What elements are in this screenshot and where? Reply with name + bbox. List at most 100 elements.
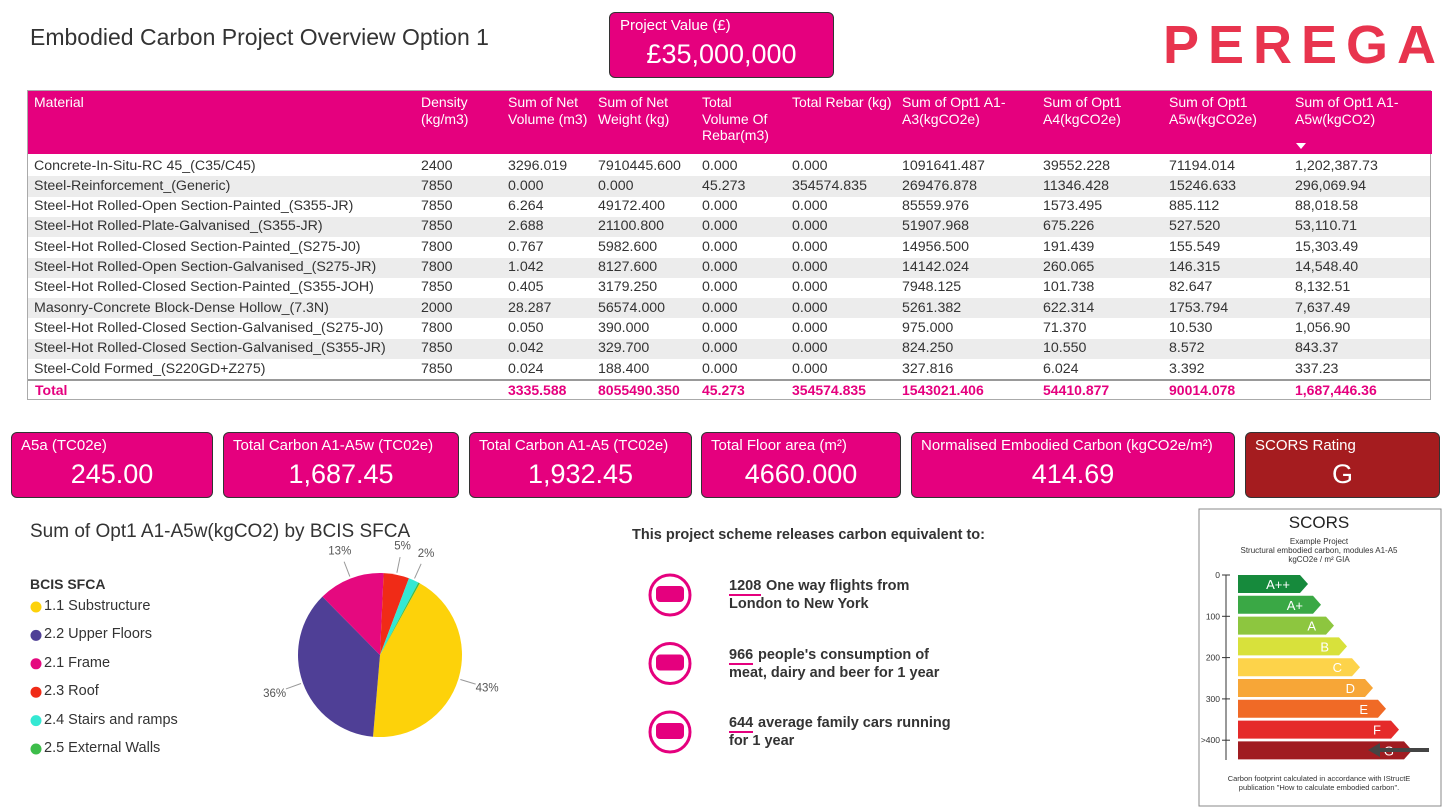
table-cell: 0.000 bbox=[702, 218, 738, 235]
rating-arrow bbox=[1368, 743, 1429, 757]
scors-subtitle: kgCO2e / m² GIA bbox=[1288, 555, 1350, 564]
table: Material Density (kg/m3) Sum of Net Volume… bbox=[27, 90, 1432, 400]
grade-bar bbox=[1238, 595, 1321, 614]
table-cell: 0.000 bbox=[702, 319, 738, 336]
table-row bbox=[28, 156, 1430, 177]
table-cell: 188.400 bbox=[598, 360, 650, 377]
table-cell: 14142.024 bbox=[902, 259, 970, 275]
legend-label: 2.2 Upper Floors bbox=[44, 626, 152, 643]
table-header bbox=[28, 91, 1432, 154]
table-cell: 7,637.49 bbox=[1295, 299, 1351, 316]
kpi-label: Total Carbon A1-A5 (TC02e) bbox=[479, 437, 669, 454]
table-row bbox=[28, 176, 1430, 197]
table-cell: 53,110.71 bbox=[1295, 218, 1358, 235]
kpi-value: G bbox=[1331, 459, 1353, 489]
kpi-label: A5a (TC02e) bbox=[21, 437, 107, 454]
table-cell: 10.530 bbox=[1169, 319, 1213, 336]
pie-slice bbox=[380, 573, 409, 655]
table-cell: 7800 bbox=[421, 238, 453, 255]
table-cell: Steel-Hot Rolled-Closed Section-Painted_… bbox=[34, 238, 361, 255]
project-value-card: Project Value (£) £35,000,000 bbox=[609, 12, 834, 78]
total-cell: 45.273 bbox=[702, 382, 745, 398]
table-cell: 88,018.58 bbox=[1295, 198, 1359, 215]
grade-label: C bbox=[1333, 660, 1342, 675]
table-cell: 7800 bbox=[421, 259, 453, 275]
legend-label: 2.1 Frame bbox=[44, 654, 111, 671]
kpi-value: 414.69 bbox=[1031, 459, 1115, 489]
scors-tick-label: 0 bbox=[1215, 570, 1220, 580]
grade-bar bbox=[1238, 720, 1399, 739]
table-cell: 0.000 bbox=[792, 299, 828, 316]
table-cell: 8.572 bbox=[1169, 340, 1205, 357]
table-cell: 0.000 bbox=[702, 360, 738, 377]
total-cell: 8055490.350 bbox=[598, 382, 680, 398]
table-cell: 0.000 bbox=[702, 238, 738, 255]
table-cell: 296,069.94 bbox=[1295, 177, 1367, 194]
equivalent-number: 644 bbox=[729, 715, 754, 733]
table-cell: 1,056.90 bbox=[1295, 319, 1351, 336]
table-cell: 39552.228 bbox=[1043, 157, 1111, 174]
pie-slice bbox=[380, 578, 419, 655]
table-cell: 1091641.487 bbox=[902, 157, 985, 174]
table-cell: 7850 bbox=[421, 340, 453, 357]
scors-title: SCORS bbox=[1289, 513, 1349, 532]
table-cell: Steel-Hot Rolled-Closed Section-Galvanis… bbox=[34, 340, 386, 357]
table-cell: 337.23 bbox=[1295, 360, 1339, 377]
table-cell: 0.000 bbox=[598, 177, 634, 194]
column-header: Total Rebar (kg) bbox=[792, 94, 892, 110]
table-cell: 10.550 bbox=[1043, 340, 1087, 357]
column-header: Density (kg/m3) bbox=[421, 94, 469, 127]
table-cell: 622.314 bbox=[1043, 299, 1095, 316]
table-cell: 7850 bbox=[421, 218, 453, 235]
table-cell: 49172.400 bbox=[598, 198, 666, 215]
table-cell: Concrete-In-Situ-RC 45_(C35/C45) bbox=[34, 157, 256, 174]
table-cell: 0.000 bbox=[702, 299, 738, 316]
legend-marker bbox=[30, 601, 42, 613]
table-cell: 7850 bbox=[421, 198, 453, 215]
kpi-value: 4660.000 bbox=[744, 459, 858, 489]
table-cell: 0.000 bbox=[792, 259, 828, 275]
table-cell: 7850 bbox=[421, 279, 453, 296]
column-header: Sum of Opt1 A1-A5w(kgCO2) bbox=[1295, 94, 1399, 127]
kpi-value: 245.00 bbox=[70, 459, 154, 489]
column-header: Material bbox=[34, 94, 84, 110]
table-cell: 0.767 bbox=[508, 238, 544, 255]
kpi-label: Total Floor area (m²) bbox=[711, 437, 847, 454]
legend-label: 2.5 External Walls bbox=[44, 740, 161, 756]
table-row bbox=[28, 298, 1430, 319]
kpi-card: SCORS Rating G bbox=[1245, 432, 1440, 498]
table-cell: 327.816 bbox=[902, 360, 954, 377]
table-cell: 2000 bbox=[421, 299, 453, 316]
table-cell: 975.000 bbox=[902, 319, 954, 336]
column-header: Sum of Opt1 A4(kgCO2e) bbox=[1043, 94, 1122, 127]
project-value-label: Project Value (£) bbox=[620, 17, 731, 34]
pie-slice bbox=[298, 596, 380, 737]
table-cell: 0.000 bbox=[702, 259, 738, 275]
kpi-value: 1,932.45 bbox=[527, 459, 634, 489]
table-cell: 0.042 bbox=[508, 340, 544, 357]
table-cell: 14956.500 bbox=[902, 238, 970, 255]
equivalent-text: meat, dairy and beer for 1 year bbox=[729, 664, 940, 681]
legend-label: 2.3 Roof bbox=[44, 683, 99, 700]
scors-tick-label: >400 bbox=[1201, 735, 1220, 745]
table-row bbox=[28, 237, 1430, 258]
table-cell: 0.050 bbox=[508, 319, 544, 336]
legend-marker bbox=[30, 743, 42, 755]
table-cell: 0.000 bbox=[702, 340, 738, 357]
kpi-card: Total Carbon A1-A5 (TC02e) 1,932.45 bbox=[469, 432, 692, 498]
table-cell: 824.250 bbox=[902, 340, 954, 357]
table-cell: 0.000 bbox=[702, 157, 738, 174]
leader-line bbox=[396, 556, 401, 573]
legend-label: 2.4 Stairs and ramps bbox=[44, 711, 178, 728]
equivalent-text: One way flights from bbox=[766, 578, 910, 594]
scors-footer: Carbon footprint calculated in accordanc… bbox=[1228, 774, 1411, 783]
icon bbox=[656, 723, 684, 739]
column-header: Sum of Net Weight (kg) bbox=[598, 94, 670, 127]
table-cell: 3.392 bbox=[1169, 360, 1205, 377]
table-cell: 5261.382 bbox=[902, 299, 962, 316]
table-row bbox=[28, 338, 1430, 359]
table-cell: 56574.000 bbox=[598, 299, 666, 316]
table-cell: 82.647 bbox=[1169, 279, 1213, 296]
table-cell: 155.549 bbox=[1169, 238, 1221, 255]
